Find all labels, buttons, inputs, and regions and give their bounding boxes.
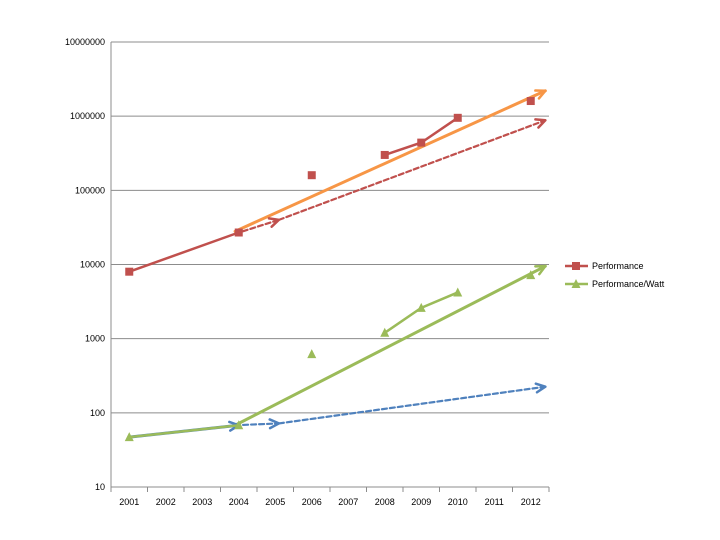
legend-entry-0: Performance (565, 261, 644, 271)
marker-triangle (234, 420, 244, 430)
x-tick-label: 2009 (411, 497, 431, 507)
x-tick-label: 2010 (448, 497, 468, 507)
marker-triangle (307, 349, 317, 359)
marker-square (417, 138, 426, 147)
marker-triangle (526, 270, 536, 280)
legend-label: Performance/Watt (592, 279, 665, 289)
trend-arrow-2 (277, 118, 547, 221)
y-tick-label: 100 (90, 408, 105, 418)
marker-triangle (453, 287, 463, 297)
legend-label: Performance (592, 261, 644, 271)
x-tick-label: 2005 (265, 497, 285, 507)
trend-arrow-0 (233, 89, 547, 233)
marker-square (380, 150, 389, 159)
series-markers (124, 97, 536, 442)
y-axis-tick-labels: 10 100 1000 10000 100000 1000000 10000000 (65, 37, 105, 492)
x-tick-label: 2012 (521, 497, 541, 507)
marker-triangle (380, 327, 390, 337)
marker-square (125, 267, 134, 276)
x-axis-tick-labels: 2001 2002 2003 2004 2005 2006 2007 2008 2009 2010… (119, 497, 541, 507)
y-tick-label: 1000000 (70, 111, 105, 121)
marker-square (234, 228, 243, 237)
legend: Performance Performance/Watt (565, 261, 665, 289)
marker-triangle (124, 432, 134, 442)
trend-arrow-shaft (233, 264, 547, 427)
trend-arrow-shaft (277, 119, 547, 221)
trend-arrow-head (534, 118, 547, 129)
x-tick-label: 2007 (338, 497, 358, 507)
y-tick-label: 100000 (75, 185, 105, 195)
trend-arrow-head (534, 382, 547, 394)
y-tick-label: 1000 (85, 334, 105, 344)
x-tick-label: 2004 (229, 497, 249, 507)
trend-arrow-head (534, 264, 547, 276)
y-tick-label: 10 (95, 482, 105, 492)
legend-entry-1: Performance/Watt (565, 279, 665, 289)
series-line-1 (384, 291, 459, 334)
x-tick-label: 2001 (119, 497, 139, 507)
x-tick-label: 2006 (302, 497, 322, 507)
series-line-1 (129, 424, 239, 439)
y-tick-label: 10000 (80, 260, 105, 270)
y-tick-label: 10000000 (65, 37, 105, 47)
series-lines (128, 116, 459, 439)
trend-arrows (127, 89, 547, 439)
trend-arrow-3 (233, 264, 547, 427)
legend-marker-triangle (571, 279, 581, 288)
legend-marker-square (572, 262, 580, 270)
trend-arrow-shaft (233, 89, 547, 233)
x-tick-label: 2003 (192, 497, 212, 507)
marker-square (307, 171, 316, 180)
grid-lines (111, 41, 549, 414)
x-tick-label: 2008 (375, 497, 395, 507)
trend-arrow-shaft (277, 385, 547, 425)
trend-arrow-head (534, 89, 547, 100)
marker-square (526, 97, 535, 106)
marker-square (453, 113, 462, 122)
x-tick-label: 2002 (156, 497, 176, 507)
series-line-0 (128, 231, 240, 273)
axes (110, 42, 550, 492)
trend-arrow-6 (277, 382, 547, 425)
marker-triangle (416, 302, 426, 312)
trend-arrow-shaft (234, 422, 280, 427)
x-tick-label: 2011 (485, 497, 504, 507)
